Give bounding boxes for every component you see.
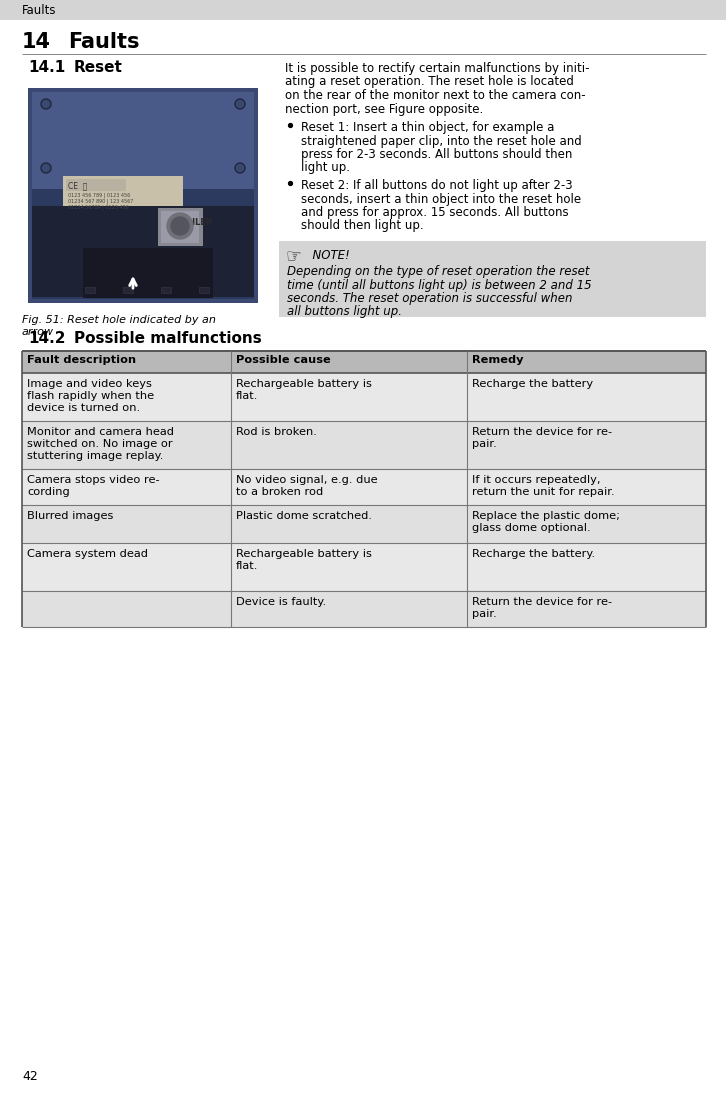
Text: Possible malfunctions: Possible malfunctions — [74, 331, 262, 346]
Text: Camera stops video re-: Camera stops video re- — [27, 475, 160, 485]
Bar — [32, 207, 254, 296]
Text: seconds, insert a thin object into the reset hole: seconds, insert a thin object into the r… — [301, 193, 581, 206]
Text: pair.: pair. — [472, 439, 497, 449]
Text: seconds. The reset operation is successful when: seconds. The reset operation is successf… — [287, 292, 573, 305]
Text: straightened paper clip, into the reset hole and: straightened paper clip, into the reset … — [301, 135, 582, 148]
Text: Plastic dome scratched.: Plastic dome scratched. — [236, 511, 372, 521]
Text: NOTE!: NOTE! — [305, 249, 350, 261]
Bar — [22, 421, 706, 469]
Bar — [32, 92, 254, 299]
Text: CE  ⓔ: CE ⓔ — [68, 181, 87, 190]
Text: 42: 42 — [22, 1070, 38, 1083]
Text: 01234 56789 | 0123 456: 01234 56789 | 0123 456 — [68, 203, 129, 209]
Bar — [22, 505, 706, 543]
Text: 14: 14 — [22, 32, 51, 53]
Text: Reset 2: If all buttons do not light up after 2-3: Reset 2: If all buttons do not light up … — [301, 179, 573, 193]
Bar — [158, 208, 203, 246]
Bar — [22, 543, 706, 591]
Text: press for 2-3 seconds. All buttons should then: press for 2-3 seconds. All buttons shoul… — [301, 148, 572, 161]
Circle shape — [43, 164, 49, 172]
Text: Possible cause: Possible cause — [236, 354, 330, 365]
Text: Rechargeable battery is: Rechargeable battery is — [236, 379, 372, 389]
Text: cording: cording — [27, 487, 70, 497]
Text: light up.: light up. — [301, 162, 350, 175]
Text: 01234 567 890 | 123 4567: 01234 567 890 | 123 4567 — [68, 198, 134, 203]
Bar — [161, 211, 199, 243]
Circle shape — [235, 98, 245, 109]
Text: flat.: flat. — [236, 391, 258, 401]
Text: Recharge the battery.: Recharge the battery. — [472, 549, 595, 559]
Circle shape — [43, 101, 49, 107]
Text: should then light up.: should then light up. — [301, 220, 424, 233]
Bar — [161, 287, 171, 293]
Text: ating a reset operation. The reset hole is located: ating a reset operation. The reset hole … — [285, 75, 574, 89]
Bar — [83, 248, 213, 298]
Text: Device is faulty.: Device is faulty. — [236, 597, 326, 607]
Text: Return the device for re-: Return the device for re- — [472, 597, 612, 607]
Circle shape — [171, 217, 189, 235]
Text: 0123 456 789 | 0123 456: 0123 456 789 | 0123 456 — [68, 193, 130, 198]
Text: No video signal, e.g. due: No video signal, e.g. due — [236, 475, 378, 485]
Circle shape — [235, 163, 245, 173]
Bar — [63, 176, 183, 228]
Text: Return the device for re-: Return the device for re- — [472, 427, 612, 437]
Text: Camera system dead: Camera system dead — [27, 549, 148, 559]
Text: Reset: Reset — [74, 60, 123, 75]
Text: device is turned on.: device is turned on. — [27, 403, 140, 414]
Text: Faults: Faults — [68, 32, 139, 53]
Text: flash rapidly when the: flash rapidly when the — [27, 391, 154, 401]
Text: ☞: ☞ — [285, 247, 301, 265]
Text: and press for approx. 15 seconds. All buttons: and press for approx. 15 seconds. All bu… — [301, 206, 568, 219]
Text: stuttering image replay.: stuttering image replay. — [27, 451, 163, 461]
Text: return the unit for repair.: return the unit for repair. — [472, 487, 614, 497]
Bar — [28, 88, 258, 303]
Bar — [22, 373, 706, 421]
Text: on the rear of the monitor next to the camera con-: on the rear of the monitor next to the c… — [285, 89, 586, 102]
Text: flat.: flat. — [236, 561, 258, 571]
Circle shape — [41, 98, 51, 109]
Bar — [22, 591, 706, 627]
Bar — [0, 0, 726, 20]
Text: nection port, see Figure opposite.: nection port, see Figure opposite. — [285, 103, 484, 116]
Text: Remedy: Remedy — [472, 354, 523, 365]
Text: 14.2: 14.2 — [28, 331, 65, 346]
Text: It is possible to rectify certain malfunctions by initi-: It is possible to rectify certain malfun… — [285, 62, 590, 75]
Text: Blurred images: Blurred images — [27, 511, 113, 521]
Text: 14.1: 14.1 — [28, 60, 65, 75]
Text: pair.: pair. — [472, 609, 497, 619]
Text: glass dome optional.: glass dome optional. — [472, 523, 590, 533]
Bar — [22, 351, 706, 373]
Text: Reset 1: Insert a thin object, for example a: Reset 1: Insert a thin object, for examp… — [301, 121, 555, 133]
Bar — [279, 241, 706, 317]
Bar — [123, 287, 133, 293]
Bar — [199, 287, 209, 293]
Circle shape — [41, 163, 51, 173]
Text: Depending on the type of reset operation the reset: Depending on the type of reset operation… — [287, 265, 590, 278]
Bar — [32, 92, 254, 189]
Text: Rechargeable battery is: Rechargeable battery is — [236, 549, 372, 559]
Text: switched on. No image or: switched on. No image or — [27, 439, 173, 449]
Text: arrow: arrow — [22, 327, 54, 337]
Text: Fault description: Fault description — [27, 354, 136, 365]
Circle shape — [167, 213, 193, 238]
Text: Rod is broken.: Rod is broken. — [236, 427, 317, 437]
Bar — [85, 287, 95, 293]
Circle shape — [237, 101, 243, 107]
Bar — [22, 469, 706, 505]
Text: time (until all buttons light up) is between 2 and 15: time (until all buttons light up) is bet… — [287, 279, 592, 291]
Text: all buttons light up.: all buttons light up. — [287, 305, 402, 318]
Circle shape — [237, 164, 243, 172]
Text: MOHLER: MOHLER — [173, 218, 213, 226]
Text: Image and video keys: Image and video keys — [27, 379, 152, 389]
Text: Monitor and camera head: Monitor and camera head — [27, 427, 174, 437]
Bar — [66, 179, 126, 191]
Text: Recharge the battery: Recharge the battery — [472, 379, 592, 389]
Text: to a broken rod: to a broken rod — [236, 487, 323, 497]
Text: Fig. 51: Reset hole indicated by an: Fig. 51: Reset hole indicated by an — [22, 315, 216, 325]
Text: Faults: Faults — [22, 4, 57, 18]
Text: If it occurs repeatedly,: If it occurs repeatedly, — [472, 475, 600, 485]
Text: Replace the plastic dome;: Replace the plastic dome; — [472, 511, 619, 521]
